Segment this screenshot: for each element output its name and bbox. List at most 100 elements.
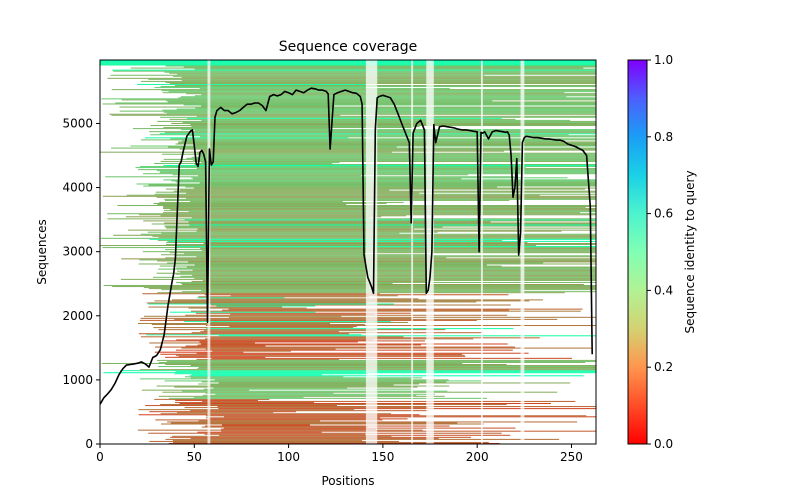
sequence-row [200,150,505,152]
sequence-row [179,402,551,404]
y-tick-label: 0 [85,437,93,451]
sequence-row [175,354,465,356]
sequence-row [163,208,596,210]
sequence-row [168,442,500,444]
sequence-row [149,440,399,442]
sequence-row [205,392,334,394]
sequence-row [170,436,472,438]
sequence-row [169,118,516,120]
sequence-row [102,103,596,105]
sequence-row [171,180,596,182]
sequence-row [101,237,596,239]
sequence-row [194,396,304,398]
sequence-row [164,132,596,134]
sequence-row [192,178,462,180]
sequence-row [218,335,596,337]
sequence-row [148,432,502,434]
sequence-row [200,248,596,250]
sequence-row [180,271,596,273]
sequence-row [176,73,596,75]
sequence-row [186,266,596,268]
sequence-row [178,355,466,357]
sequence-row [145,405,337,407]
sequence-row [137,429,423,431]
sequence-row [130,67,584,69]
sequence-row [168,91,596,93]
sequence-row [197,297,285,299]
sequence-row [183,66,596,68]
sequence-row [110,74,485,76]
sequence-row [221,424,310,426]
colorbar-axis: 0.0 0.2 0.4 0.6 0.8 1.0 [647,53,673,451]
sequence-row [200,136,596,138]
sequence-row [103,285,596,287]
sequence-row [190,377,423,379]
sequence-row [163,111,596,113]
sequence-row [212,350,291,352]
sequence-row [194,163,596,166]
sequence-row [181,76,596,78]
sequence-row [198,154,596,156]
x-axis: 0 50 100 150 200 250 [96,444,583,464]
sequence-row [119,106,596,108]
sequence-row [153,162,333,164]
sequence-row [165,81,596,83]
sequence-row [198,420,320,422]
sequence-row [166,112,596,114]
sequence-row [164,71,596,73]
x-tick-label: 50 [187,450,202,464]
sequence-row [201,119,571,121]
sequence-row [170,138,596,140]
sequence-row [202,394,417,396]
sequence-row [168,146,397,148]
sequence-row [201,161,340,163]
sequence-row [160,160,596,162]
sequence-row [173,441,489,443]
sequence-row [184,407,428,409]
sequence-row [177,142,596,144]
sequence-row [179,148,596,150]
sequence-row [164,380,482,382]
sequence-row [176,108,596,110]
sequence-row [176,267,596,269]
sequence-row [160,116,596,118]
sequence-row [199,341,358,343]
sequence-row [160,171,596,173]
sequence-row [175,399,258,401]
sequence-row [100,61,596,63]
sequence-row [163,165,596,167]
sequence-row [191,374,322,376]
sequence-row [186,192,420,194]
sequence-row [174,85,596,87]
sequence-row [200,331,339,333]
y-tick-label: 5000 [62,116,93,130]
sequence-row [196,152,596,154]
sequence-row [205,325,596,327]
sequence-row [196,115,596,117]
colorbar-label: Sequence identity to query [683,170,697,333]
sequence-row [137,83,366,86]
sequence-row [113,70,596,72]
sequence-row [101,362,463,364]
sequence-row [196,352,529,354]
sequence-row [210,384,394,386]
sequence-row [201,149,596,151]
sequence-row [125,216,382,218]
sequence-row [181,79,596,81]
sequence-row [197,368,596,370]
sequence-row [180,189,390,191]
sequence-row [151,323,365,326]
coverage-line [100,87,593,405]
sequence-row [138,333,350,335]
sequence-row [105,176,515,178]
sequence-row [224,416,596,418]
sequence-row [153,202,387,204]
sequence-row [126,194,540,196]
x-tick-label: 250 [560,450,583,464]
gap-column [411,60,414,444]
sequence-row [173,190,596,192]
sequence-row [198,296,370,298]
sequence-row [177,270,596,272]
sequence-row [121,258,596,260]
sequence-row [190,123,596,126]
